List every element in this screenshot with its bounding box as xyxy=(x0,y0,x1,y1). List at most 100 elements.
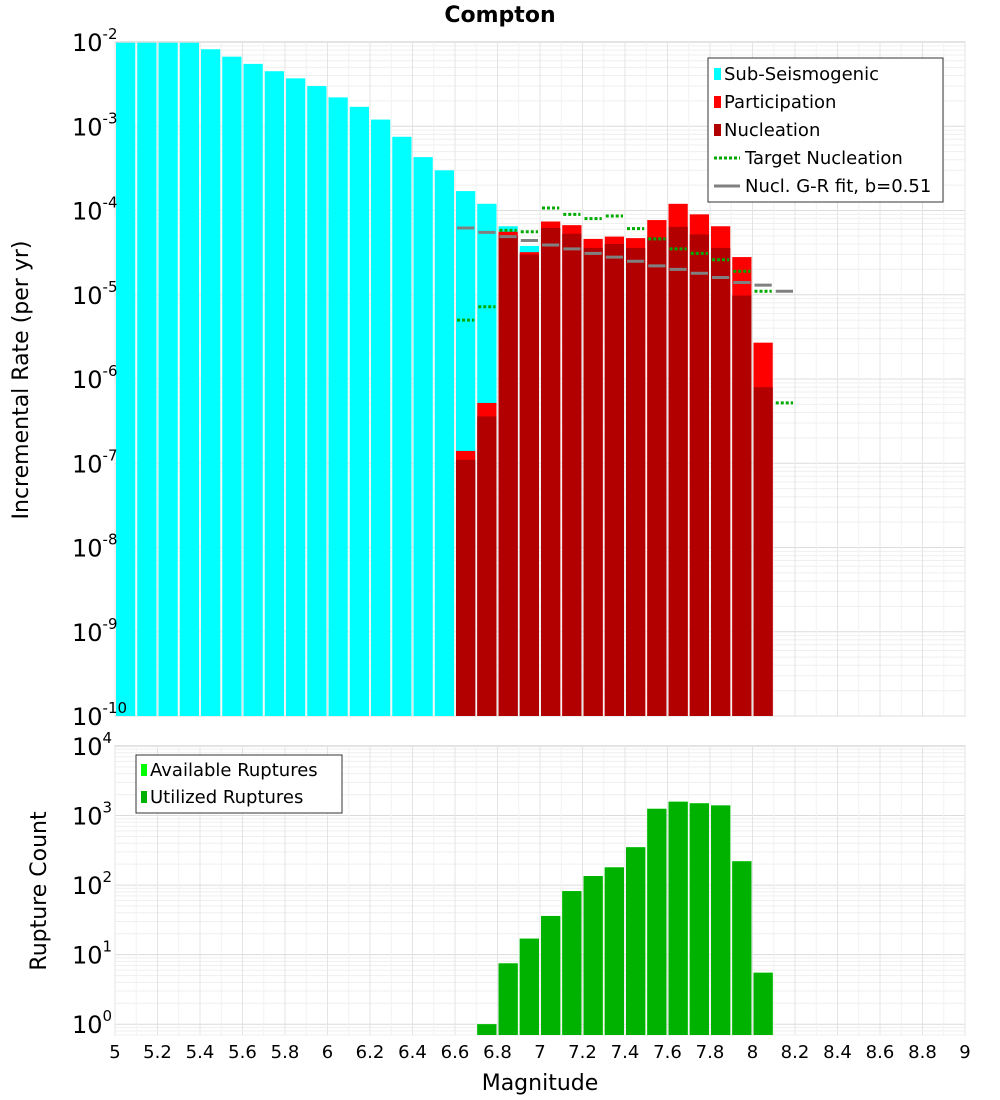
legend-label: Nucl. G-R fit, b=0.51 xyxy=(745,176,931,197)
x-tick-label: 7.6 xyxy=(653,1042,682,1063)
y-tick-label: 100 xyxy=(72,1007,112,1039)
bar-nucleation xyxy=(626,247,646,716)
bar-sub-seismogenic xyxy=(201,49,221,717)
legend-box xyxy=(135,754,343,814)
x-axis-label: Magnitude xyxy=(482,1071,599,1096)
legend-swatch xyxy=(141,791,147,803)
y-tick-label: 10-5 xyxy=(72,278,118,310)
x-tick-label: 8.8 xyxy=(908,1042,937,1063)
y-tick-label: 103 xyxy=(72,799,112,831)
bar-sub-seismogenic xyxy=(413,157,433,717)
legend-label: Available Ruptures xyxy=(150,760,318,781)
bar-utilized-ruptures xyxy=(647,808,667,1035)
y-tick-label: 10-9 xyxy=(72,615,118,647)
bar-nucleation xyxy=(604,244,624,717)
bar-sub-seismogenic xyxy=(222,56,242,716)
bar-utilized-ruptures xyxy=(711,805,731,1035)
bar-utilized-ruptures xyxy=(668,801,688,1035)
legend-label: Nucleation xyxy=(724,120,820,141)
y-tick-label: 10-8 xyxy=(72,531,118,563)
x-tick-label: 7.2 xyxy=(568,1042,597,1063)
y-tick-label: 10-6 xyxy=(72,362,118,394)
x-tick-label: 8.6 xyxy=(866,1042,895,1063)
legend-label: Utilized Ruptures xyxy=(150,787,303,808)
bar-sub-seismogenic xyxy=(392,136,412,716)
legend-label: Target Nucleation xyxy=(744,148,903,169)
bar-utilized-ruptures xyxy=(689,803,709,1035)
legend-label: Participation xyxy=(724,92,836,113)
bar-sub-seismogenic xyxy=(179,42,199,717)
bar-nucleation xyxy=(647,237,667,717)
bottom-y-axis-label: Rupture Count xyxy=(27,811,52,971)
y-tick-label: 104 xyxy=(72,729,112,761)
bar-sub-seismogenic xyxy=(434,170,454,716)
bar-utilized-ruptures xyxy=(604,867,624,1035)
bar-sub-seismogenic xyxy=(116,42,136,717)
bar-utilized-ruptures xyxy=(541,915,561,1035)
x-tick-label: 6.4 xyxy=(398,1042,427,1063)
bar-nucleation xyxy=(562,233,582,717)
bar-sub-seismogenic xyxy=(137,42,157,717)
y-tick-label: 10-4 xyxy=(72,194,118,226)
x-tick-label: 7 xyxy=(534,1042,545,1063)
legend-label: Sub-Seismogenic xyxy=(724,64,879,85)
x-tick-label: 8.2 xyxy=(781,1042,810,1063)
y-tick-label: 10-7 xyxy=(72,446,118,478)
y-tick-label: 101 xyxy=(72,938,112,970)
bar-sub-seismogenic xyxy=(371,119,391,716)
top-y-axis-label: Incremental Rate (per yr) xyxy=(9,241,34,520)
bottom-legend: Available Ruptures Utilized Ruptures xyxy=(135,754,343,814)
bar-sub-seismogenic xyxy=(158,42,178,717)
y-tick-label: 10-10 xyxy=(72,699,127,731)
y-tick-label: 10-3 xyxy=(72,109,118,141)
x-tick-label: 6.2 xyxy=(356,1042,385,1063)
x-tick-label: 8 xyxy=(747,1042,758,1063)
x-tick-label: 6.6 xyxy=(441,1042,470,1063)
x-tick-label: 7.8 xyxy=(696,1042,725,1063)
x-tick-label: 6.8 xyxy=(483,1042,512,1063)
bar-utilized-ruptures xyxy=(498,963,518,1035)
bar-utilized-ruptures xyxy=(626,847,646,1035)
x-tick-label: 5.8 xyxy=(271,1042,300,1063)
x-tick-label: 6 xyxy=(322,1042,333,1063)
x-tick-labels: 5 5.2 5.4 5.6 5.8 6 6.2 6.4 6.6 6.8 7 7.2 7.4 7.6 7.8 8… xyxy=(109,1042,970,1063)
top-legend: Sub-Seismogenic Participation Nucleation Ta… xyxy=(707,57,944,203)
legend-swatch xyxy=(714,68,721,80)
bar-utilized-ruptures xyxy=(583,876,603,1035)
bar-nucleation xyxy=(711,247,731,716)
legend-box xyxy=(707,57,944,203)
bar-sub-seismogenic xyxy=(307,86,327,716)
bottom-y-tick-labels: 100 101 102 103 104 xyxy=(72,729,112,1039)
bar-utilized-ruptures xyxy=(519,938,539,1035)
bottom-bars xyxy=(477,801,773,1035)
bar-sub-seismogenic xyxy=(264,71,284,716)
bar-utilized-ruptures xyxy=(732,861,752,1035)
x-tick-label: 5.2 xyxy=(143,1042,172,1063)
x-tick-label: 5 xyxy=(109,1042,120,1063)
x-tick-label: 9 xyxy=(959,1042,970,1063)
bar-nucleation xyxy=(689,234,709,717)
bar-nucleation xyxy=(498,235,518,717)
bar-nucleation xyxy=(583,247,603,716)
bar-sub-seismogenic xyxy=(349,106,369,717)
x-tick-label: 5.6 xyxy=(228,1042,257,1063)
bar-utilized-ruptures xyxy=(753,972,773,1035)
legend-swatch xyxy=(714,124,721,136)
chart-title: Compton xyxy=(444,3,555,28)
bar-sub-seismogenic xyxy=(243,63,263,716)
y-tick-label: 102 xyxy=(72,868,112,900)
y-tick-label: 10-2 xyxy=(72,25,118,57)
bar-nucleation xyxy=(753,387,773,716)
x-tick-label: 8.4 xyxy=(823,1042,852,1063)
bar-nucleation xyxy=(519,254,539,716)
legend-swatch xyxy=(714,96,721,108)
x-tick-label: 7.4 xyxy=(611,1042,640,1063)
bar-sub-seismogenic xyxy=(328,97,348,717)
bar-nucleation xyxy=(477,416,497,716)
x-tick-label: 5.4 xyxy=(186,1042,215,1063)
bar-utilized-ruptures xyxy=(477,1024,497,1035)
legend-swatch xyxy=(141,764,147,776)
top-lines xyxy=(457,206,793,405)
top-y-tick-labels: 10-10 10-9 10-8 10-7 10-6 10-5 10-4 10-3 10-2 xyxy=(72,25,127,731)
